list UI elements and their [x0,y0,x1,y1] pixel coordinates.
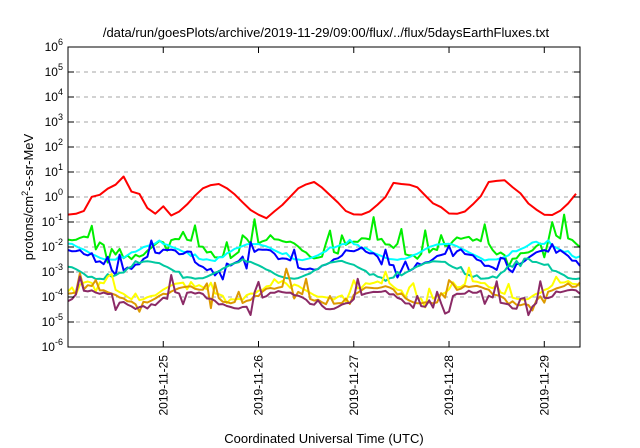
y-tick-label: 10-1 [42,212,63,229]
chart-title: /data/run/goesPlots/archive/2019-11-29/0… [103,25,550,40]
x-axis-label: Coordinated Universal Time (UTC) [224,431,423,446]
y-tick-label: 100 [45,187,63,204]
y-tick-label: 103 [45,112,63,129]
plot-frame [67,46,581,348]
series-line-8 [67,274,581,317]
series-lines [67,175,581,317]
axis-ticks [68,46,580,348]
x-tick-label: 2019-11-27 [347,355,361,416]
x-tick-label: 2019-11-26 [252,355,266,416]
y-axis-label-rest: -s-sr-MeV [21,133,36,190]
y-axis-label-sup: 2 [20,191,30,196]
x-tick-label: 2019-11-29 [537,355,551,416]
series-line-5 [67,257,581,282]
y-tick-label: 10-2 [42,237,63,254]
y-tick-label: 10-4 [42,287,63,304]
series-line-7 [67,267,581,313]
y-tick-label: 104 [45,87,63,104]
y-axis-label-base: protons/cm [21,196,36,260]
x-tick-labels: 2019-11-25 2019-11-26 2019-11-27 2019-11-28… [156,355,551,416]
y-tick-labels: 10-6 10-5 10-4 10-3 10-2 10-1 100 101 102 103 104 1… [42,37,63,354]
x-tick-label: 2019-11-28 [442,355,456,416]
y-tick-label: 105 [45,62,63,79]
y-tick-label: 10-3 [42,262,63,279]
series-line-1 [67,175,577,220]
grid [68,71,580,323]
y-tick-label: 102 [45,137,63,154]
y-axis-label: protons/cm2-s-sr-MeV [20,133,36,260]
y-tick-label: 10-5 [42,312,63,329]
x-tick-label: 2019-11-25 [156,355,170,416]
y-tick-label: 106 [45,37,63,54]
y-tick-label: 101 [45,162,63,179]
y-tick-label: 10-6 [42,337,63,354]
